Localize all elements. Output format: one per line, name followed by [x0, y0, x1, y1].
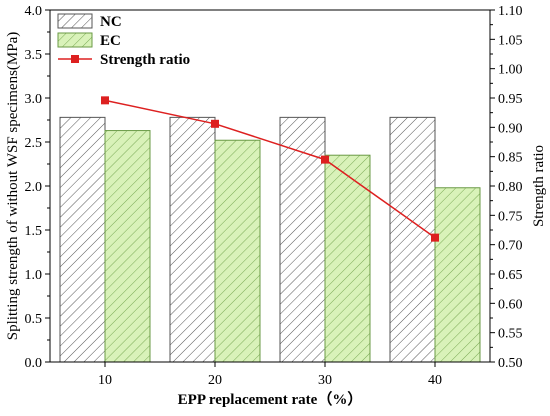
- bar-nc: [389, 116, 436, 363]
- bar-ec: [214, 139, 261, 363]
- left-tick-label: 4.0: [25, 4, 43, 19]
- right-tick-label: 1.05: [498, 33, 523, 48]
- left-tick-label: 0.0: [25, 356, 43, 371]
- bar-nc: [279, 116, 326, 363]
- left-tick-label: 1.0: [25, 268, 43, 283]
- x-axis-ticks: 10 20 30 40: [98, 362, 442, 388]
- x-tick-label: 10: [98, 373, 112, 388]
- right-tick-label: 0.85: [498, 151, 523, 166]
- left-axis-ticks: 0.0 0.5 1.0 1.5 2.0 2.5 3.0 3.5 4.0: [25, 4, 50, 371]
- bar-nc: [59, 116, 106, 363]
- bar-ec: [324, 154, 371, 363]
- legend-label-strength-ratio: Strength ratio: [100, 52, 190, 68]
- strength-ratio-point: [431, 233, 439, 242]
- left-tick-label: 1.5: [25, 224, 43, 239]
- right-axis-title: Strength ratio: [531, 145, 547, 227]
- legend-swatch-nc: [57, 13, 93, 29]
- strength-ratio-point: [321, 155, 329, 164]
- bar-ec: [104, 130, 151, 363]
- right-tick-label: 0.95: [498, 92, 523, 107]
- x-tick-label: 40: [428, 373, 442, 388]
- left-tick-label: 2.5: [25, 136, 43, 151]
- right-axis-ticks: 0.50 0.55 0.60 0.65 0.70 0.75 0.80 0.85 0.90 0.95…: [490, 4, 523, 371]
- right-tick-label: 0.75: [498, 209, 523, 224]
- right-tick-label: 0.55: [498, 327, 523, 342]
- legend-marker-strength-ratio: [71, 55, 79, 63]
- left-tick-label: 2.0: [25, 180, 43, 195]
- x-tick-label: 20: [208, 373, 222, 388]
- legend: NC EC Strength ratio: [57, 13, 190, 68]
- legend-label-nc: NC: [100, 14, 122, 30]
- strength-ratio-line-layer: [101, 96, 439, 242]
- strength-ratio-point: [211, 119, 219, 128]
- strength-ratio-line: [104, 99, 436, 239]
- right-tick-label: 1.10: [498, 4, 523, 19]
- left-axis-title: Splitting strength of without WSF specim…: [5, 32, 21, 340]
- x-axis-title: EPP replacement rate（%）: [178, 390, 363, 408]
- bar-nc: [169, 116, 216, 363]
- right-tick-label: 0.60: [498, 297, 523, 312]
- legend-label-ec: EC: [100, 33, 121, 49]
- right-tick-label: 0.80: [498, 180, 523, 195]
- bars-layer: [59, 116, 481, 363]
- left-tick-label: 3.5: [25, 48, 43, 63]
- right-tick-label: 0.65: [498, 268, 523, 283]
- right-tick-label: 0.50: [498, 356, 523, 371]
- legend-swatch-ec: [57, 32, 93, 48]
- left-tick-label: 3.0: [25, 92, 43, 107]
- right-tick-label: 0.90: [498, 121, 523, 136]
- right-tick-label: 1.00: [498, 63, 523, 78]
- bar-ec: [434, 187, 481, 363]
- x-tick-label: 30: [318, 373, 332, 388]
- left-tick-label: 0.5: [25, 312, 43, 327]
- right-tick-label: 0.70: [498, 239, 523, 254]
- strength-ratio-point: [101, 96, 109, 105]
